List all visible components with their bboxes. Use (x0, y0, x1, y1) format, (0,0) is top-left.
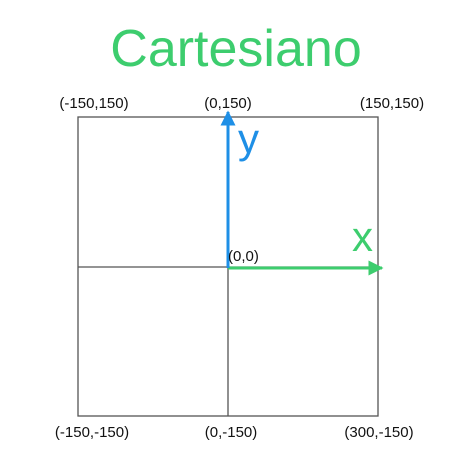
label-bottom-center: (0,-150) (205, 424, 258, 441)
x-axis-label: x (352, 213, 373, 260)
label-bottom-left: (-150,-150) (55, 424, 129, 441)
y-axis-label: y (238, 115, 259, 162)
label-origin: (0,0) (228, 248, 259, 265)
label-bottom-right: (300,-150) (344, 424, 413, 441)
label-top-right: (150,150) (360, 95, 424, 112)
diagram-title: Cartesiano (110, 20, 361, 78)
label-top-center: (0,150) (204, 95, 252, 112)
label-top-left: (-150,150) (59, 95, 128, 112)
